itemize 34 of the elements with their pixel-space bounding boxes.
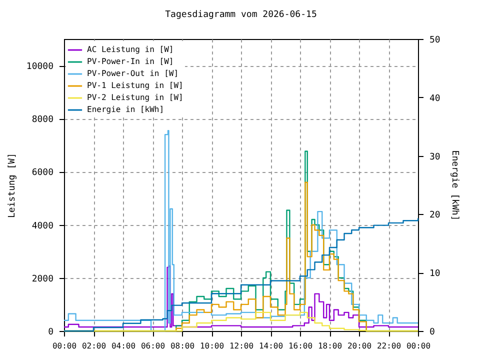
y2-tick-label: 20	[430, 210, 440, 221]
legend-label: Energie in [kWh]	[87, 105, 164, 114]
y-tick-label: 2000	[32, 274, 54, 284]
legend-label: PV-Power-Out in [W]	[87, 69, 179, 78]
y-tick-label: 4000	[32, 221, 54, 232]
legend-label: PV-2 Leistung in [W]	[87, 93, 184, 102]
x-tick-label: 00:00	[52, 342, 77, 350]
y-tick-label: 6000	[32, 168, 54, 178]
legend-label: PV-Power-In in [W]	[87, 57, 174, 66]
legend-label: AC Leistung in [W]	[87, 45, 174, 54]
x-tick-label: 04:00	[111, 342, 136, 350]
x-tick-label: 20:00	[347, 342, 372, 350]
y2-tick-label: 40	[430, 94, 440, 104]
x-tick-label: 08:00	[170, 342, 195, 350]
y2-axis-title: Energie [kWh]	[449, 150, 460, 221]
x-tick-label: 10:00	[200, 342, 224, 350]
x-tick-label: 06:00	[140, 342, 166, 350]
y-tick-label: 8000	[32, 115, 54, 126]
y2-tick-label: 0	[430, 328, 435, 338]
y-axis-title: Leistung [W]	[7, 152, 18, 218]
x-tick-label: 00:00	[406, 342, 431, 350]
chart-title: Tagesdiagramm vom 2026-06-15	[165, 10, 317, 20]
y2-tick-label: 50	[430, 36, 440, 46]
x-tick-label: 14:00	[258, 342, 284, 350]
x-tick-label: 12:00	[229, 342, 254, 350]
x-tick-label: 18:00	[318, 342, 342, 350]
y2-tick-label: 30	[430, 152, 440, 162]
x-tick-label: 22:00	[376, 342, 402, 350]
legend-label: PV-1 Leistung in [W]	[87, 81, 184, 90]
y2-tick-label: 10	[430, 269, 440, 280]
y-tick-label: 10000	[26, 62, 54, 72]
x-tick-label: 02:00	[82, 342, 106, 350]
y-tick-label: 0	[48, 328, 54, 338]
x-tick-label: 16:00	[288, 342, 313, 350]
